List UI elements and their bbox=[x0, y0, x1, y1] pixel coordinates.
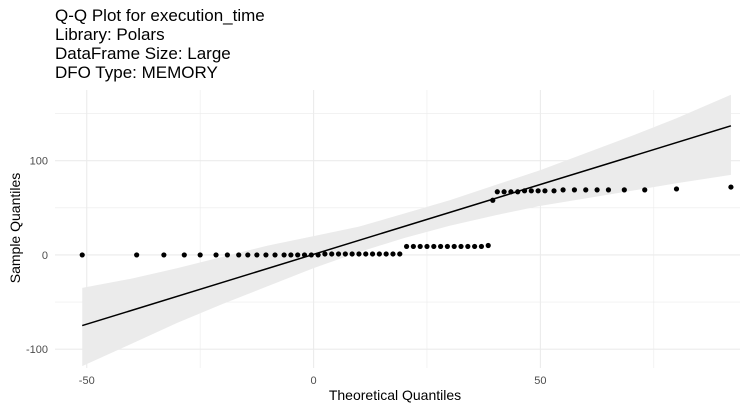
data-point bbox=[444, 243, 451, 250]
data-point bbox=[594, 187, 600, 193]
data-point bbox=[308, 252, 314, 258]
x-axis-ticks: -50 0 50 bbox=[79, 375, 547, 387]
data-point bbox=[329, 251, 335, 257]
data-point bbox=[397, 251, 403, 257]
data-point bbox=[571, 187, 578, 193]
data-point bbox=[181, 252, 187, 258]
data-point bbox=[673, 186, 680, 192]
data-point bbox=[478, 243, 485, 250]
data-point bbox=[301, 252, 308, 258]
data-point bbox=[335, 251, 342, 257]
data-point bbox=[383, 251, 389, 257]
data-point bbox=[224, 252, 230, 258]
data-point bbox=[263, 252, 269, 258]
data-point bbox=[376, 251, 382, 257]
data-point bbox=[494, 189, 500, 195]
data-point bbox=[424, 243, 430, 250]
y-axis-ticks: -100 0 100 bbox=[26, 156, 48, 356]
data-point bbox=[342, 251, 348, 257]
data-point bbox=[236, 252, 242, 258]
data-point bbox=[431, 243, 437, 250]
chart-subtitle-library: Library: Polars bbox=[55, 25, 165, 44]
data-point bbox=[605, 187, 612, 193]
confidence-band bbox=[82, 94, 731, 367]
x-tick-label: 50 bbox=[534, 375, 546, 387]
data-point bbox=[197, 252, 203, 258]
data-point bbox=[728, 184, 734, 190]
data-point bbox=[349, 251, 355, 257]
data-point bbox=[245, 252, 251, 258]
data-point bbox=[213, 252, 219, 258]
data-point bbox=[390, 251, 396, 257]
data-point bbox=[528, 188, 534, 194]
y-axis-title: Sample Quantiles bbox=[7, 173, 23, 284]
y-tick-label: -100 bbox=[26, 344, 48, 356]
data-point bbox=[134, 252, 140, 258]
data-point bbox=[403, 243, 410, 250]
chart-title: Q-Q Plot for execution_time bbox=[55, 6, 265, 25]
data-point bbox=[295, 252, 301, 258]
chart-subtitle-size: DataFrame Size: Large bbox=[55, 44, 231, 63]
data-point bbox=[642, 187, 648, 193]
data-point bbox=[508, 189, 514, 195]
data-point bbox=[501, 189, 507, 195]
data-point bbox=[535, 188, 541, 194]
data-point bbox=[272, 252, 278, 258]
data-point bbox=[161, 252, 167, 258]
data-point bbox=[322, 251, 328, 257]
data-point bbox=[356, 251, 362, 257]
data-point bbox=[437, 243, 444, 250]
x-tick-label: -50 bbox=[79, 375, 95, 387]
y-tick-label: 0 bbox=[42, 250, 48, 262]
data-point bbox=[621, 187, 627, 193]
data-point bbox=[458, 243, 464, 250]
data-point bbox=[472, 243, 478, 250]
chart-title-block: Q-Q Plot for execution_time Library: Pol… bbox=[55, 6, 265, 82]
data-point bbox=[369, 251, 376, 257]
y-tick-label: 100 bbox=[30, 156, 48, 168]
data-point bbox=[451, 243, 457, 250]
chart-subtitle-dfo: DFO Type: MEMORY bbox=[55, 63, 218, 82]
data-point bbox=[79, 252, 85, 258]
data-point bbox=[485, 242, 491, 249]
data-points bbox=[79, 184, 734, 258]
data-point bbox=[315, 252, 321, 258]
data-point bbox=[281, 252, 287, 258]
data-point bbox=[515, 189, 521, 195]
data-point bbox=[490, 197, 496, 203]
x-tick-label: 0 bbox=[311, 375, 317, 387]
data-point bbox=[363, 251, 369, 257]
data-point bbox=[551, 188, 557, 194]
data-point bbox=[410, 243, 416, 250]
data-point bbox=[465, 243, 471, 250]
data-point bbox=[521, 188, 528, 194]
data-point bbox=[542, 188, 548, 194]
data-point bbox=[288, 252, 294, 258]
data-point bbox=[583, 187, 589, 193]
x-axis-title: Theoretical Quantiles bbox=[329, 387, 461, 403]
data-point bbox=[560, 187, 566, 193]
data-point bbox=[417, 243, 423, 250]
reference-line bbox=[81, 125, 732, 327]
data-point bbox=[254, 252, 260, 258]
